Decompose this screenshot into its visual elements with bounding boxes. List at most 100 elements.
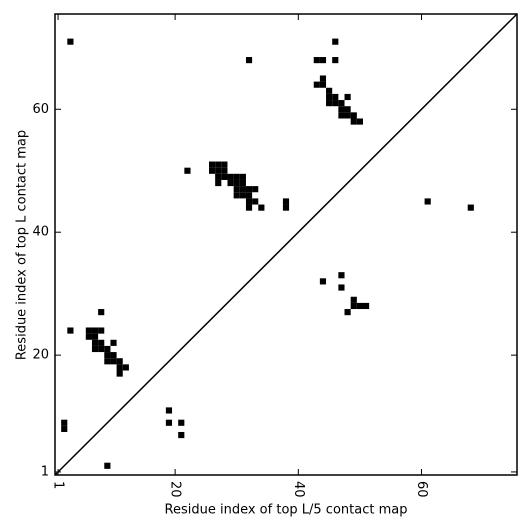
x-tick-label: 1 [51, 481, 66, 489]
contact [344, 106, 351, 113]
contact [178, 431, 185, 439]
contact [227, 179, 234, 187]
contact [467, 204, 474, 211]
contact [245, 186, 253, 193]
contact [326, 100, 333, 107]
contact [91, 327, 99, 334]
contact [338, 106, 345, 113]
contact [98, 339, 105, 346]
contact [233, 179, 240, 187]
contact [252, 186, 259, 193]
x-tick-label: 60 [414, 481, 429, 498]
contact [313, 57, 320, 64]
contact [332, 93, 339, 101]
contact [178, 419, 185, 426]
contact [252, 198, 259, 205]
contact [344, 93, 351, 101]
diagonal-line [54, 13, 518, 476]
contact [110, 352, 117, 359]
contact [282, 198, 290, 205]
contact [98, 345, 105, 353]
contact [116, 370, 123, 377]
contact [215, 167, 222, 174]
contact [338, 112, 345, 119]
contact [116, 364, 123, 371]
x-tick-label: 20 [168, 481, 183, 498]
contact [332, 38, 339, 45]
contact [424, 198, 431, 205]
contact [350, 118, 357, 125]
contact [332, 57, 339, 64]
contact [85, 327, 92, 334]
contact [258, 204, 265, 211]
contact [332, 100, 339, 107]
contact [221, 167, 228, 174]
contact [319, 81, 327, 88]
contact [98, 309, 105, 316]
contact [98, 327, 105, 334]
contact [116, 358, 123, 365]
contact [91, 333, 99, 340]
contact [61, 425, 68, 432]
contact [350, 302, 357, 310]
contact [221, 173, 228, 180]
contact [239, 192, 246, 199]
contact [338, 100, 345, 107]
y-tick-label: 40 [32, 225, 49, 240]
plot-frame [54, 13, 518, 476]
contact [356, 118, 363, 125]
contact [215, 161, 222, 168]
contact [344, 112, 351, 119]
contact [338, 272, 345, 279]
contact [350, 112, 357, 119]
y-tick-label: 1 [41, 464, 49, 479]
contact [326, 93, 333, 101]
contact [61, 419, 68, 426]
contact [356, 302, 363, 310]
contact [239, 179, 246, 187]
x-axis-label: Residue index of top L/5 contact map [165, 503, 408, 518]
contact [319, 57, 327, 64]
contact [122, 364, 129, 371]
contact [233, 186, 240, 193]
contact [104, 462, 111, 469]
contact [91, 339, 99, 346]
contact [319, 75, 327, 82]
contact [233, 173, 240, 180]
contact [165, 419, 173, 426]
contact [350, 296, 357, 303]
contact [313, 81, 320, 88]
contact [85, 333, 92, 340]
contact [209, 161, 216, 168]
contact [215, 173, 222, 180]
contact [104, 345, 111, 353]
y-axis-label: Residue index of top L contact map [15, 130, 30, 360]
contact [245, 57, 253, 64]
contact [67, 327, 74, 334]
y-tick-label: 60 [32, 102, 49, 117]
contact [165, 407, 173, 414]
contact [67, 38, 74, 45]
contact [221, 161, 228, 168]
contact [363, 302, 370, 310]
x-tick-label: 40 [291, 481, 306, 498]
contact [227, 173, 234, 180]
contact [344, 309, 351, 316]
contact [239, 173, 246, 180]
contact [245, 192, 253, 199]
contact [245, 198, 253, 205]
contact [338, 284, 345, 291]
contact [326, 87, 333, 94]
contact [104, 358, 111, 365]
contact [282, 204, 290, 211]
contact [239, 186, 246, 193]
contact [215, 179, 222, 187]
contact [233, 192, 240, 199]
contact [209, 167, 216, 174]
contact [104, 352, 111, 359]
contact [319, 278, 327, 285]
contact [110, 358, 117, 365]
contact [91, 345, 99, 353]
contact [110, 339, 117, 346]
